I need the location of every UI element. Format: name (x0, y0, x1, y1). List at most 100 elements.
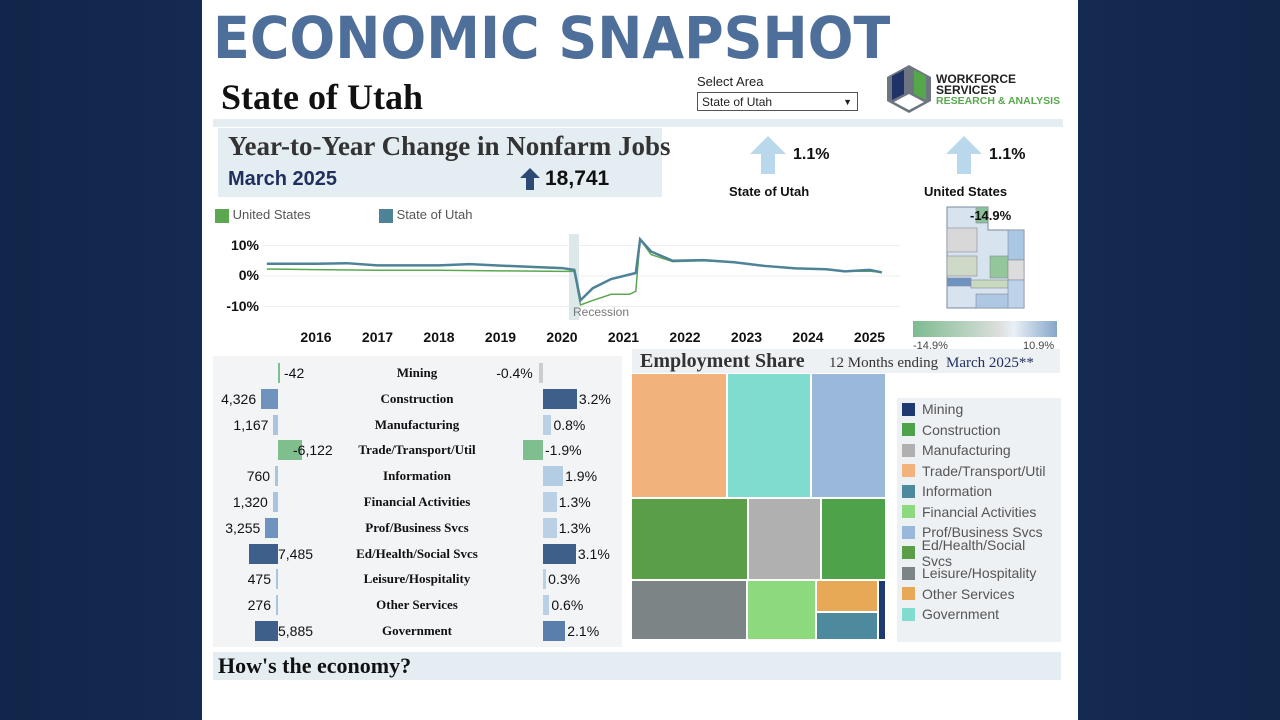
recession-band (569, 234, 579, 320)
treemap-block-financial-activities[interactable] (747, 580, 816, 640)
legend-item[interactable]: Manufacturing (902, 440, 1056, 461)
logo-text: WORKFORCE SERVICES RESEARCH & ANALYSIS (936, 72, 1061, 107)
jobs-change-value: 1,320 (232, 494, 268, 510)
treemap-block-manufacturing[interactable] (748, 498, 821, 580)
legend-item[interactable]: Trade/Transport/Util (902, 461, 1056, 482)
jobs-change-value: -42 (284, 365, 305, 381)
x-tick: 2019 (484, 329, 517, 345)
legend-item[interactable]: Ed/Health/Social Svcs (902, 537, 1056, 569)
industry-name: Leisure/Hospitality (363, 571, 471, 587)
select-area-dropdown[interactable]: State of Utah ▼ (697, 92, 858, 111)
jobs-change-bar (255, 621, 278, 641)
pct-change-bar (543, 466, 564, 487)
legend-state-of-utah[interactable]: State of Utah (379, 207, 473, 223)
utah-pct: 1.1% (793, 146, 830, 163)
jobs-change-value: 760 (246, 468, 271, 485)
jobs-change-value: 4,326 (221, 390, 257, 407)
legend-label: State of Utah (396, 207, 473, 222)
industry-name: Prof/Business Svcs (365, 519, 469, 535)
legend-label: Mining (922, 401, 964, 418)
pct-change-bar (543, 492, 557, 512)
arrow-up-icon (520, 168, 540, 195)
jobs-change-value: 3,255 (225, 519, 261, 536)
utah-label: State of Utah (729, 184, 810, 199)
pct-change-value: 0.8% (553, 416, 586, 433)
jobs-change-bar (275, 466, 278, 487)
how-economy-bar[interactable] (213, 652, 1061, 680)
legend-item[interactable]: Construction (902, 420, 1056, 441)
industry-name: Government (381, 623, 453, 638)
employment-share-subtitle: 12 Months ending (829, 355, 939, 371)
treemap-block-ed-health-social-svcs[interactable] (631, 498, 748, 580)
arrow-up-icon (946, 136, 982, 179)
jobs-change-value: 7,485 (278, 545, 314, 562)
treemap-block-trade-transport-util[interactable] (631, 373, 727, 498)
pct-change-value: 3.2% (578, 390, 611, 407)
legend-swatch (215, 208, 229, 223)
workforce-logo (886, 64, 932, 114)
map-label: -14.9% (970, 208, 1012, 223)
treemap-block-leisure-hospitality[interactable] (631, 580, 747, 640)
x-tick: 2024 (792, 329, 824, 345)
legend-label: Construction (922, 421, 1001, 438)
select-area-value: State of Utah (702, 95, 773, 109)
chevron-down-icon: ▼ (843, 97, 852, 107)
jobs-change-bar (261, 388, 278, 409)
industry-name: Financial Activities (363, 494, 471, 509)
pct-change-bar (543, 517, 557, 538)
jobs-header-box (218, 128, 662, 197)
legend-label: Leisure/Hospitality (922, 565, 1037, 582)
pct-change-bar (543, 621, 566, 641)
treemap-block-government[interactable] (727, 373, 811, 498)
legend-label: Government (922, 606, 1000, 623)
legend-label: Information (922, 483, 993, 500)
x-tick: 2017 (361, 329, 394, 345)
legend-item[interactable]: Prof/Business Svcs (902, 522, 1056, 543)
treemap-block-other-services[interactable] (816, 580, 878, 612)
jobs-change-value: -6,122 (293, 442, 333, 459)
y-tick: -10% (226, 297, 259, 314)
legend-item[interactable]: Mining (902, 399, 1056, 420)
series-line-state-of-utah (266, 236, 883, 303)
legend-item[interactable]: Leisure/Hospitality (902, 563, 1056, 584)
how-economy-title: How's the economy? (218, 653, 412, 678)
jobs-line-chart: Recession (262, 234, 900, 320)
legend-swatch (902, 464, 915, 478)
legend-item[interactable]: Information (902, 481, 1056, 502)
x-tick: 2016 (300, 329, 332, 345)
treemap-legend: Mining Construction Manufacturing Trade/Tra… (897, 398, 1061, 642)
jobs-change-bar (278, 440, 302, 461)
employment-header-bg (632, 349, 1060, 373)
legend-swatch (902, 443, 915, 457)
treemap-block-prof-business-svcs[interactable] (811, 373, 886, 498)
legend-item[interactable]: Government (902, 604, 1056, 625)
pct-change-value: -1.9% (545, 442, 582, 459)
legend-united-states[interactable]: United States (215, 207, 311, 223)
pct-change-bar (543, 388, 577, 409)
pct-change-value: -0.4% (496, 365, 533, 381)
pct-change-value: 3.1% (577, 545, 610, 562)
legend-label: Other Services (922, 585, 1015, 602)
legend-item[interactable]: Other Services (902, 584, 1056, 605)
pct-change-value: 2.1% (567, 623, 600, 639)
utah-county-map[interactable] (946, 206, 1026, 314)
industry-name: Ed/Health/Social Svcs (356, 545, 478, 561)
treemap-block-information[interactable] (816, 612, 878, 640)
industry-name: Manufacturing (374, 416, 460, 432)
pct-change-value: 1.9% (565, 468, 598, 485)
jobs-change-value: 5,885 (278, 623, 314, 639)
treemap-block-mining[interactable] (878, 580, 886, 640)
legend-swatch (902, 546, 915, 560)
treemap-block-construction[interactable] (821, 498, 886, 580)
legend-item[interactable]: Financial Activities (902, 502, 1056, 523)
jobs-change-bar (272, 492, 278, 512)
legend-swatch (902, 566, 915, 580)
employment-share-title: Employment Share (640, 350, 805, 372)
x-tick: 2018 (423, 329, 455, 345)
us-label: United States (924, 184, 1008, 199)
us-pct: 1.1% (989, 146, 1026, 163)
page-title: ECONOMIC SNAPSHOT (213, 4, 891, 72)
legend-swatch (902, 505, 915, 519)
pct-change-bar (538, 363, 543, 383)
legend-swatch (379, 208, 393, 223)
